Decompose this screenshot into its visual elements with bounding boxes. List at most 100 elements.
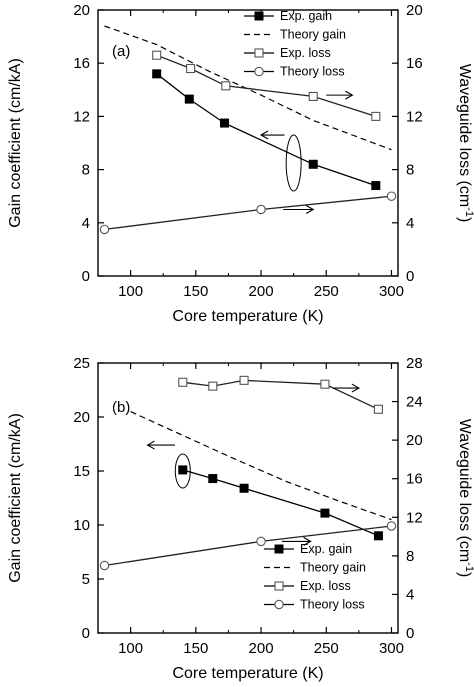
legend: Exp. gain Theory gain Exp. loss Theory loss bbox=[244, 9, 346, 79]
data-point-exp-loss bbox=[320, 379, 330, 389]
panel-label: (a) bbox=[112, 43, 130, 60]
data-point-theory-loss bbox=[99, 560, 110, 571]
annotation-ellipse bbox=[285, 134, 302, 192]
data-point-exp-gain bbox=[320, 508, 330, 518]
data-point-theory-loss bbox=[256, 536, 266, 547]
y-left-tick-label: 0 bbox=[82, 268, 90, 285]
y-left-tick-label: 0 bbox=[82, 625, 90, 642]
y-left-tick-label: 16 bbox=[73, 55, 90, 72]
legend-label-theory-gain: Theory gain bbox=[280, 28, 346, 42]
y-right-tick-label: 12 bbox=[406, 509, 423, 526]
legend-label-theory-loss: Theory loss bbox=[300, 598, 365, 612]
annotation-arrow-head bbox=[351, 383, 360, 393]
y-left-tick-label: 5 bbox=[82, 571, 90, 588]
data-point-exp-loss bbox=[373, 404, 383, 414]
y-right-tick-label: 16 bbox=[406, 55, 423, 72]
y-right-tick-label: 4 bbox=[406, 215, 414, 232]
y-left-axis-label: Gain coefficient (cm/kA) bbox=[7, 58, 24, 228]
y-right-tick-label: 24 bbox=[406, 394, 423, 411]
annotation-ellipse bbox=[174, 453, 191, 489]
legend-marker-exp-gain bbox=[254, 11, 264, 21]
y-right-tick-label: 16 bbox=[406, 471, 423, 488]
annotation-arrow-head bbox=[305, 205, 315, 214]
y-right-axis-label: Waveguide loss (cm-1) bbox=[456, 419, 474, 578]
x-tick-label: 200 bbox=[249, 283, 274, 300]
y-left-tick-label: 20 bbox=[73, 409, 90, 426]
legend-label-exp-loss: Exp. loss bbox=[280, 46, 331, 60]
x-axis-label: Core temperature (K) bbox=[172, 308, 323, 325]
annotation-arrow-head bbox=[303, 536, 312, 546]
data-point-exp-loss bbox=[221, 81, 231, 91]
data-point-exp-loss bbox=[308, 91, 318, 101]
legend-label-exp-loss: Exp. loss bbox=[300, 579, 351, 593]
data-point-exp-loss bbox=[371, 111, 381, 121]
data-point-theory-loss bbox=[386, 521, 397, 531]
legend-marker-theory-loss bbox=[254, 66, 264, 77]
x-tick-label: 100 bbox=[118, 283, 143, 300]
y-right-tick-label: 28 bbox=[406, 355, 423, 372]
data-point-theory-loss bbox=[386, 191, 397, 201]
data-point-theory-loss bbox=[256, 204, 266, 215]
data-point-exp-gain bbox=[178, 465, 188, 475]
annotation-arrow-head bbox=[259, 130, 269, 140]
legend: Exp. gain Theory gain Exp. loss Theory loss bbox=[264, 542, 366, 612]
y-left-tick-label: 25 bbox=[73, 355, 90, 372]
plot-frame bbox=[97, 362, 399, 634]
x-tick-label: 200 bbox=[249, 640, 274, 657]
data-point-exp-gain bbox=[371, 181, 381, 191]
data-point-exp-loss bbox=[208, 381, 218, 391]
legend-marker-exp-loss bbox=[254, 48, 264, 58]
x-tick-label: 150 bbox=[183, 640, 208, 657]
x-tick-label: 100 bbox=[118, 640, 143, 657]
data-point-exp-gain bbox=[239, 483, 249, 493]
y-left-tick-label: 4 bbox=[82, 215, 90, 232]
x-tick-label: 250 bbox=[314, 283, 339, 300]
y-right-tick-label: 0 bbox=[406, 268, 414, 285]
chart-panel-2: 100 150 200 250 30005101520250481216202428Co… bbox=[7, 355, 474, 682]
data-point-theory-loss bbox=[99, 224, 110, 235]
y-right-axis-label: Waveguide loss (cm-1) bbox=[456, 64, 474, 223]
y-left-tick-label: 12 bbox=[73, 108, 90, 125]
y-right-tick-label: 20 bbox=[406, 432, 423, 449]
legend-marker-theory-loss bbox=[274, 599, 284, 610]
data-point-exp-loss bbox=[178, 377, 188, 387]
legend-marker-exp-loss bbox=[274, 581, 284, 591]
y-right-tick-label: 8 bbox=[406, 162, 414, 179]
y-right-tick-label: 0 bbox=[406, 625, 414, 642]
legend-marker-exp-gain bbox=[274, 544, 284, 554]
x-axis-label: Core temperature (K) bbox=[172, 665, 323, 682]
legend-label-theory-gain: Theory gain bbox=[300, 561, 366, 575]
x-tick-label: 300 bbox=[379, 283, 404, 300]
y-left-tick-label: 10 bbox=[73, 517, 90, 534]
legend-label-exp-gain: Exp. gain bbox=[280, 9, 332, 23]
legend-label-theory-loss: Theory loss bbox=[280, 65, 345, 79]
series-line-theory-loss bbox=[104, 195, 392, 231]
y-right-tick-label: 4 bbox=[406, 586, 414, 603]
data-point-exp-loss bbox=[186, 63, 196, 74]
annotation-arrow-head bbox=[345, 90, 354, 100]
y-left-tick-label: 20 bbox=[73, 2, 90, 19]
panel-label: (b) bbox=[112, 399, 130, 416]
x-tick-label: 250 bbox=[314, 640, 339, 657]
plot-frame bbox=[97, 9, 399, 277]
data-point-exp-gain bbox=[208, 474, 218, 484]
y-right-tick-label: 20 bbox=[406, 2, 423, 19]
data-point-exp-gain bbox=[152, 69, 162, 79]
data-point-exp-gain bbox=[220, 118, 230, 128]
data-point-exp-loss bbox=[239, 375, 249, 385]
data-point-exp-loss bbox=[152, 50, 162, 60]
y-left-tick-label: 15 bbox=[73, 463, 90, 480]
y-right-tick-label: 8 bbox=[406, 548, 414, 565]
y-left-axis-label: Gain coefficient (cm/kA) bbox=[7, 413, 24, 583]
series-line-theory-gain bbox=[130, 411, 392, 521]
y-right-tick-label: 12 bbox=[406, 108, 423, 125]
data-point-exp-gain bbox=[373, 531, 383, 541]
series-line-theory-gain bbox=[104, 25, 392, 151]
data-point-exp-gain bbox=[308, 159, 318, 169]
legend-label-exp-gain: Exp. gain bbox=[300, 542, 352, 556]
x-tick-label: 300 bbox=[379, 640, 404, 657]
annotation-arrow-head bbox=[146, 440, 155, 450]
y-left-tick-label: 8 bbox=[82, 162, 90, 179]
